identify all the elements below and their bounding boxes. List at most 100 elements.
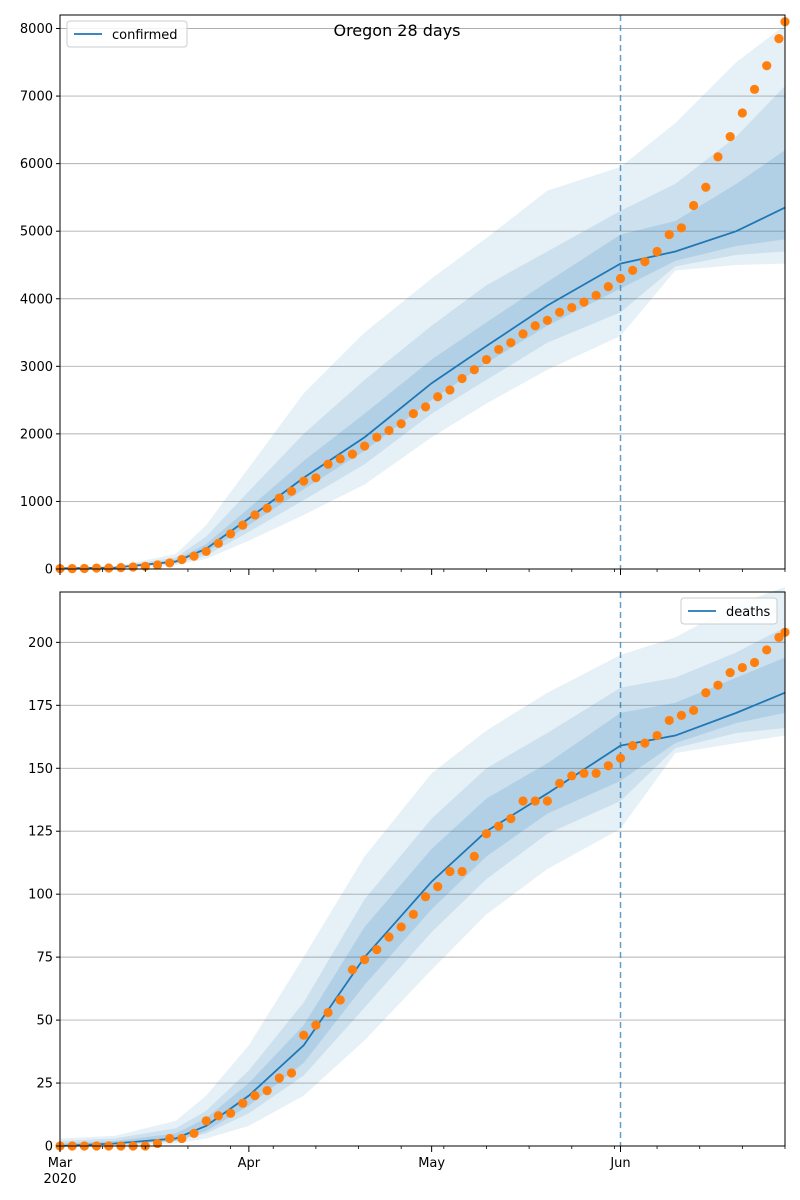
deaths-data-point: [652, 730, 662, 741]
deaths-data-point: [238, 1098, 248, 1108]
deaths-data-point: [628, 741, 638, 751]
confirmed-bands: [60, 25, 785, 569]
deaths-data-point: [347, 965, 358, 975]
confirmed-data-point: [615, 273, 626, 284]
deaths-data-point: [701, 688, 711, 698]
confirmed-data-point: [469, 365, 479, 375]
x-tick-year-label: 2020: [43, 1172, 76, 1187]
confirmed-data-point: [128, 562, 138, 572]
deaths-y-tick-label: 125: [28, 825, 53, 840]
deaths-data-point: [579, 768, 589, 778]
confirmed-data-point: [725, 132, 735, 142]
confirmed-data-point: [640, 257, 650, 267]
deaths-data-point: [165, 1133, 175, 1144]
deaths-y-ticks: 0 25 50 75 100 125 150 175 200: [28, 636, 60, 1155]
confirmed-band-inner: [60, 150, 785, 569]
deaths-data-point: [530, 796, 540, 806]
deaths-data-point: [457, 866, 467, 877]
confirmed-data-point: [213, 538, 223, 548]
confirmed-band-outer: [60, 25, 785, 569]
confirmed-legend: confirmed: [66, 20, 188, 48]
deaths-data-point: [384, 932, 394, 942]
confirmed-y-tick-label: 4000: [20, 292, 53, 307]
x-tick-label: Apr: [238, 1156, 261, 1171]
confirmed-data-point: [225, 529, 236, 539]
confirmed-y-tick-label: 7000: [20, 90, 53, 105]
confirmed-data-point: [165, 558, 175, 568]
confirmed-data-point: [628, 265, 638, 275]
deaths-data-point: [554, 778, 565, 788]
deaths-band-outer: [60, 586, 785, 1146]
confirmed-data-point: [91, 563, 102, 573]
confirmed-data-point: [554, 307, 565, 317]
confirmed-data-point: [749, 84, 760, 94]
deaths-data-point: [201, 1116, 211, 1126]
confirmed-data-point: [701, 182, 711, 192]
x-tick-label: May: [418, 1156, 445, 1171]
deaths-data-point: [749, 657, 760, 668]
deaths-band-inner: [60, 657, 785, 1146]
confirmed-points: [55, 17, 790, 574]
confirmed-data-point: [457, 373, 467, 384]
deaths-data-point: [542, 796, 552, 806]
deaths-data-point: [213, 1111, 223, 1121]
deaths-data-point: [676, 710, 687, 720]
deaths-legend-box: [680, 597, 778, 625]
deaths-y-tick-label: 100: [28, 888, 53, 903]
confirmed-y-tick-label: 0: [45, 563, 53, 578]
deaths-y-tick-label: 25: [36, 1077, 53, 1092]
confirmed-data-point: [420, 402, 431, 412]
confirmed-data-point: [542, 315, 552, 325]
deaths-data-point: [640, 738, 650, 748]
deaths-data-point: [689, 705, 699, 715]
confirmed-data-point: [79, 563, 89, 574]
confirmed-data-point: [286, 486, 297, 496]
confirmed-data-point: [384, 425, 394, 436]
confirmed-y-ticks: 0 1000 2000 3000 4000 5000 6000 7000 8000: [20, 22, 60, 578]
confirmed-data-point: [676, 223, 687, 233]
confirmed-data-point: [689, 200, 699, 211]
confirmed-data-point: [664, 229, 674, 240]
deaths-data-point: [725, 667, 735, 678]
confirmed-data-point: [189, 551, 199, 561]
confirmed-data-point: [104, 563, 114, 573]
deaths-data-point: [299, 1030, 309, 1040]
confirmed-y-tick-label: 8000: [20, 22, 53, 37]
confirmed-x-ticks: [59, 569, 786, 575]
deaths-data-point: [408, 909, 418, 919]
confirmed-data-point: [737, 108, 747, 118]
confirmed-data-point: [201, 546, 211, 557]
deaths-axes-frame: [59, 591, 786, 1147]
deaths-data-point: [189, 1128, 199, 1139]
confirmed-panel: 0 1000 2000 3000 4000 5000 6000 7000 8000 confir…: [20, 14, 790, 578]
confirmed-legend-box: [66, 20, 188, 48]
deaths-y-tick-label: 175: [28, 699, 53, 714]
confirmed-data-point: [567, 302, 577, 313]
confirmed-data-point: [116, 563, 126, 573]
deaths-data-point: [420, 892, 431, 902]
deaths-y-tick-label: 200: [28, 636, 53, 651]
confirmed-data-point: [481, 354, 492, 365]
confirmed-data-point: [238, 520, 248, 530]
confirmed-data-point: [372, 432, 382, 442]
deaths-data-point: [615, 753, 626, 763]
confirmed-data-point: [774, 34, 784, 44]
confirmed-data-point: [335, 454, 345, 464]
confirmed-data-point: [262, 503, 272, 513]
deaths-points: [55, 627, 790, 1151]
deaths-data-point: [494, 821, 504, 831]
deaths-data-point: [311, 1020, 321, 1030]
deaths-data-point: [396, 922, 406, 932]
confirmed-forecast-median-line: [620, 206, 786, 265]
confirmed-y-tick-label: 5000: [20, 225, 53, 240]
confirmed-data-point: [579, 297, 589, 307]
confirmed-y-tick-label: 3000: [20, 360, 53, 375]
confirmed-data-point: [518, 329, 528, 339]
deaths-data-point: [372, 944, 382, 955]
confirmed-data-point: [445, 385, 455, 395]
deaths-data-point: [445, 866, 455, 877]
confirmed-data-point: [433, 392, 443, 402]
chart-title: Oregon 28 days: [333, 21, 460, 40]
